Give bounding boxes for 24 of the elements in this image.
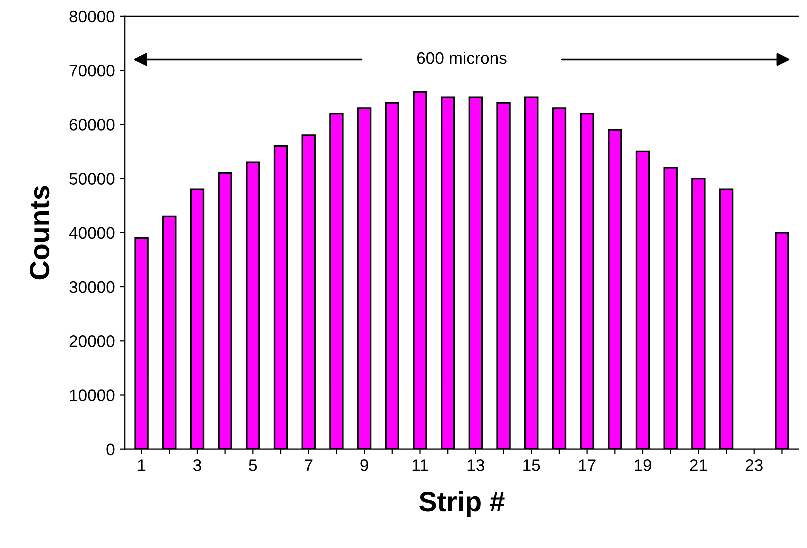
x-tick-label: 13 bbox=[468, 460, 484, 472]
x-tick-label: 9 bbox=[360, 460, 368, 472]
x-tick-label: 11 bbox=[412, 460, 428, 472]
x-tick-label: 7 bbox=[305, 460, 313, 472]
y-tick-label: 20000 bbox=[70, 336, 115, 348]
y-tick-label: 60000 bbox=[70, 119, 115, 131]
y-tick-label: 40000 bbox=[69, 227, 115, 240]
y-tick-label: 70000 bbox=[70, 64, 115, 77]
x-tick-label: 23 bbox=[746, 460, 763, 472]
x-tick-label: 17 bbox=[579, 460, 596, 472]
y-tick-label: 30000 bbox=[70, 281, 115, 294]
y-tick-label: 10000 bbox=[70, 390, 115, 402]
x-tick-label: 19 bbox=[635, 460, 652, 472]
y-tick-label: 0 bbox=[106, 444, 115, 456]
x-tick-label: 3 bbox=[193, 460, 202, 472]
x-axis-title: Strip # bbox=[420, 491, 505, 518]
y-axis-title: Counts bbox=[30, 186, 50, 280]
x-tick-label: 15 bbox=[524, 460, 540, 472]
y-tick-label: 80000 bbox=[70, 10, 115, 23]
x-tick-label: 21 bbox=[690, 460, 708, 472]
x-tick-label: 5 bbox=[249, 460, 258, 472]
x-tick-label: 1 bbox=[138, 460, 146, 472]
y-tick-label: 50000 bbox=[70, 173, 115, 185]
annotation: 600 microns bbox=[417, 52, 507, 64]
